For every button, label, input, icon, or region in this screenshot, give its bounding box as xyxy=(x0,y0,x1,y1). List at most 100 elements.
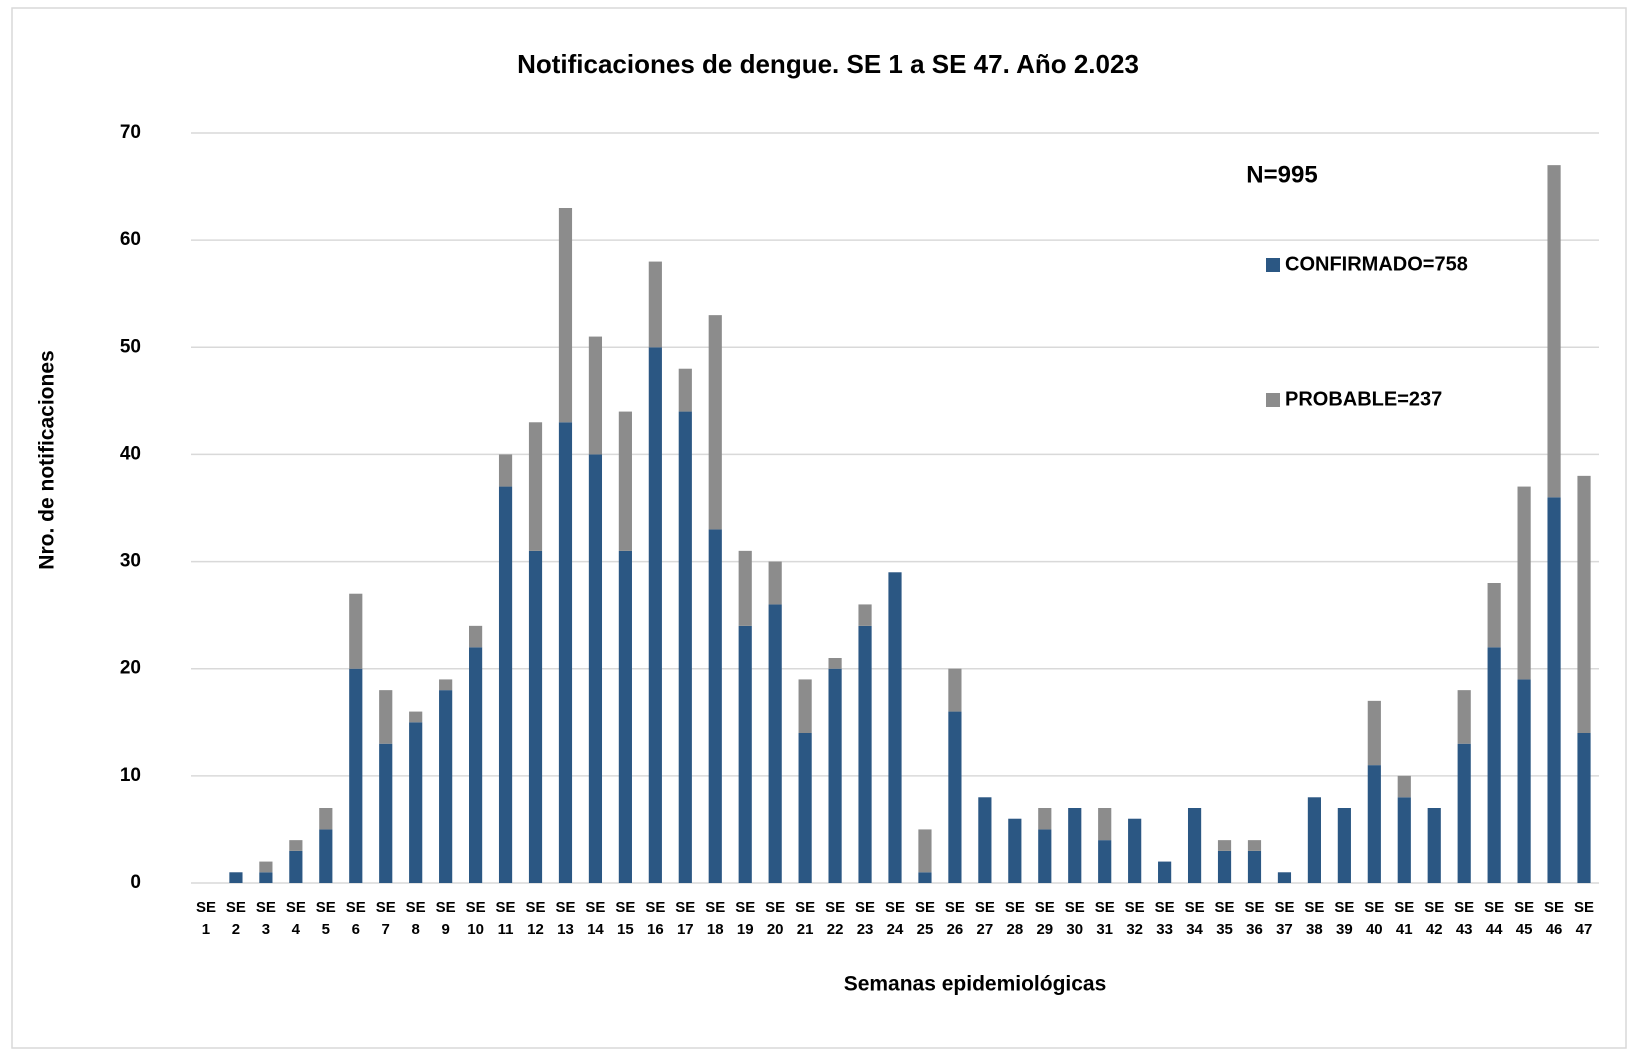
x-tick-label: SE 15 xyxy=(615,899,635,938)
bar-segment xyxy=(289,850,303,883)
bar-segment xyxy=(918,829,932,873)
x-tick-label: SE 29 xyxy=(1035,899,1055,938)
bar-segment xyxy=(1367,765,1381,883)
x-tick-label: SE 7 xyxy=(376,899,396,938)
bar-segment xyxy=(409,722,423,883)
x-tick-label: SE 30 xyxy=(1065,899,1085,938)
bar-segment xyxy=(439,679,453,691)
bar-segment xyxy=(1577,475,1591,733)
bar-segment xyxy=(798,679,812,733)
y-tick-label: 30 xyxy=(120,551,141,572)
x-tick-label: SE 10 xyxy=(466,899,486,938)
bar-segment xyxy=(319,808,333,830)
bar-segment xyxy=(439,690,453,883)
x-tick-label: SE 44 xyxy=(1484,899,1504,938)
bar-segment xyxy=(1487,647,1501,883)
bar-segment xyxy=(708,529,722,883)
bar-segment xyxy=(888,572,902,883)
bar-segment xyxy=(469,647,483,883)
x-tick-label: SE 9 xyxy=(436,899,456,938)
bar-segment xyxy=(1187,808,1202,883)
bar-segment xyxy=(828,658,842,669)
bar-segment xyxy=(558,208,573,423)
bar-segment xyxy=(1487,583,1501,648)
legend-label: CONFIRMADO=758 xyxy=(1285,253,1468,275)
x-tick-label: SE 45 xyxy=(1514,899,1534,938)
y-tick-label: 0 xyxy=(130,872,141,893)
bar-segment xyxy=(768,561,782,605)
bar-segment xyxy=(738,550,752,626)
bar-segment xyxy=(349,668,363,883)
bar-segment xyxy=(1158,861,1172,883)
bar-segment xyxy=(528,550,543,883)
x-tick-label: SE 32 xyxy=(1125,899,1145,938)
x-tick-label: SE 39 xyxy=(1334,899,1354,938)
bar-segment xyxy=(259,861,273,873)
bar-segment xyxy=(498,486,513,883)
legend-label: PROBABLE=237 xyxy=(1285,388,1442,410)
bar-segment xyxy=(828,668,842,883)
bar-segment xyxy=(1457,690,1471,744)
annotation: N=995 xyxy=(1246,161,1317,188)
x-tick-label: SE 25 xyxy=(915,899,935,938)
bar-segment xyxy=(1307,797,1321,883)
y-tick-label: 20 xyxy=(120,658,141,679)
bar-segment xyxy=(1008,818,1022,883)
x-tick-label: SE 37 xyxy=(1274,899,1294,938)
x-tick-label: SE 36 xyxy=(1244,899,1264,938)
y-tick-label: 10 xyxy=(120,765,141,786)
bar-segment xyxy=(648,347,662,883)
bar-segment xyxy=(588,336,603,455)
bar-segment xyxy=(1277,872,1292,883)
x-tick-label: SE 42 xyxy=(1424,899,1444,938)
bar-segment xyxy=(948,668,962,712)
x-tick-label: SE 41 xyxy=(1394,899,1414,938)
bar-segment xyxy=(319,829,333,883)
bar-segment xyxy=(1427,808,1441,883)
bar-segment xyxy=(528,422,543,551)
bar-segment xyxy=(498,454,513,487)
bar-segment xyxy=(289,840,303,851)
bar-segment xyxy=(1517,486,1531,680)
bar-segment xyxy=(379,690,393,744)
bar-segment xyxy=(1517,679,1531,883)
x-tick-label: SE 22 xyxy=(825,899,845,938)
bar-segment xyxy=(858,604,872,626)
y-tick-label: 50 xyxy=(120,336,141,357)
bar-segment xyxy=(1397,775,1411,798)
bar-segment xyxy=(918,872,932,883)
x-tick-label: SE 33 xyxy=(1155,899,1175,938)
bar-segment xyxy=(618,411,632,551)
bar-segment xyxy=(379,743,393,883)
x-tick-label: SE 13 xyxy=(555,899,575,938)
bar-segment xyxy=(1068,808,1082,883)
bar-segment xyxy=(1038,808,1052,830)
bar-segment xyxy=(1577,733,1591,883)
x-tick-label: SE 8 xyxy=(406,899,426,938)
x-tick-label: SE 12 xyxy=(526,899,546,938)
x-tick-label: SE 31 xyxy=(1095,899,1115,938)
bar-segment xyxy=(409,711,423,723)
x-tick-label: SE 21 xyxy=(795,899,815,938)
bar-segment xyxy=(229,872,243,883)
bar-segment xyxy=(1367,700,1381,766)
legend-swatch xyxy=(1266,258,1280,272)
bar-segment xyxy=(1128,818,1142,883)
x-tick-label: SE 35 xyxy=(1215,899,1235,938)
bar-segment xyxy=(1247,840,1262,851)
bar-segment xyxy=(1217,850,1232,883)
x-tick-label: SE 20 xyxy=(765,899,785,938)
x-tick-label: SE 14 xyxy=(585,899,605,938)
x-tick-label: SE 2 xyxy=(226,899,246,938)
bar-segment xyxy=(648,261,662,348)
bar-segment xyxy=(1397,797,1411,883)
x-tick-label: SE 47 xyxy=(1574,899,1594,938)
x-tick-label: SE 18 xyxy=(705,899,725,938)
y-tick-label: 60 xyxy=(120,229,141,250)
bar-segment xyxy=(708,315,722,530)
x-tick-label: SE 17 xyxy=(675,899,695,938)
x-tick-label: SE 6 xyxy=(346,899,366,938)
bar-segment xyxy=(259,872,273,883)
bar-segment xyxy=(738,625,752,883)
